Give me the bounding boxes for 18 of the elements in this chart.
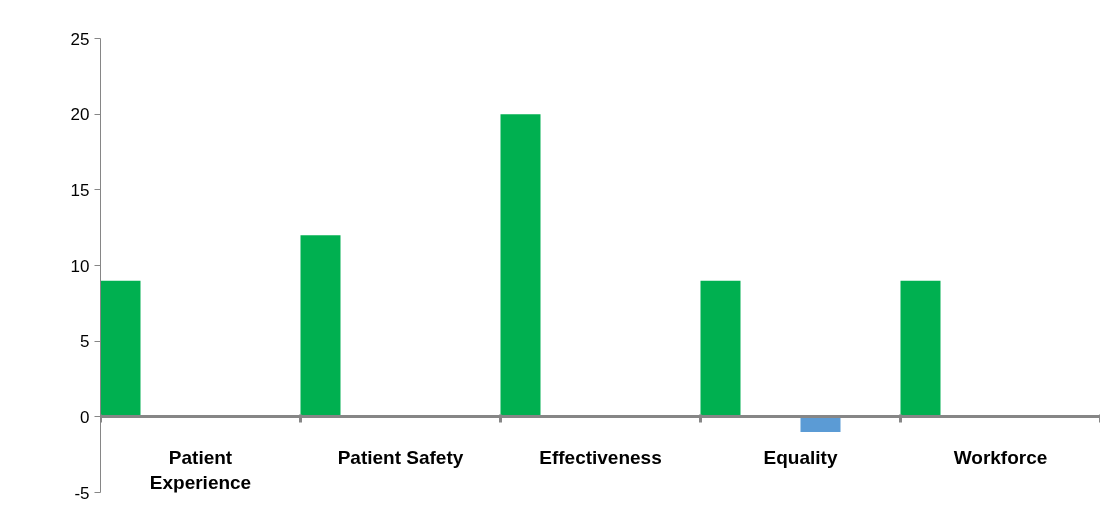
x-tick-label: Patient Experience xyxy=(149,446,252,494)
x-tick-label: Equality xyxy=(763,446,838,468)
bar xyxy=(500,114,541,417)
x-tick-label: Effectiveness xyxy=(539,446,662,468)
x-tick-label: Workforce xyxy=(953,446,1048,468)
y-tick-label: 0 xyxy=(80,407,90,427)
bar xyxy=(700,280,741,417)
y-tick-label: 20 xyxy=(70,105,90,125)
bar xyxy=(900,280,941,417)
bar xyxy=(300,235,341,417)
y-tick-label: 15 xyxy=(70,180,90,200)
bar xyxy=(100,280,141,417)
x-tick-label: Patient Safety xyxy=(337,446,464,468)
y-tick-label: -5 xyxy=(74,483,90,503)
y-tick-label: 5 xyxy=(80,332,90,352)
y-tick-label: 25 xyxy=(70,29,90,49)
y-tick-label: 10 xyxy=(70,256,90,276)
bar xyxy=(800,416,841,432)
